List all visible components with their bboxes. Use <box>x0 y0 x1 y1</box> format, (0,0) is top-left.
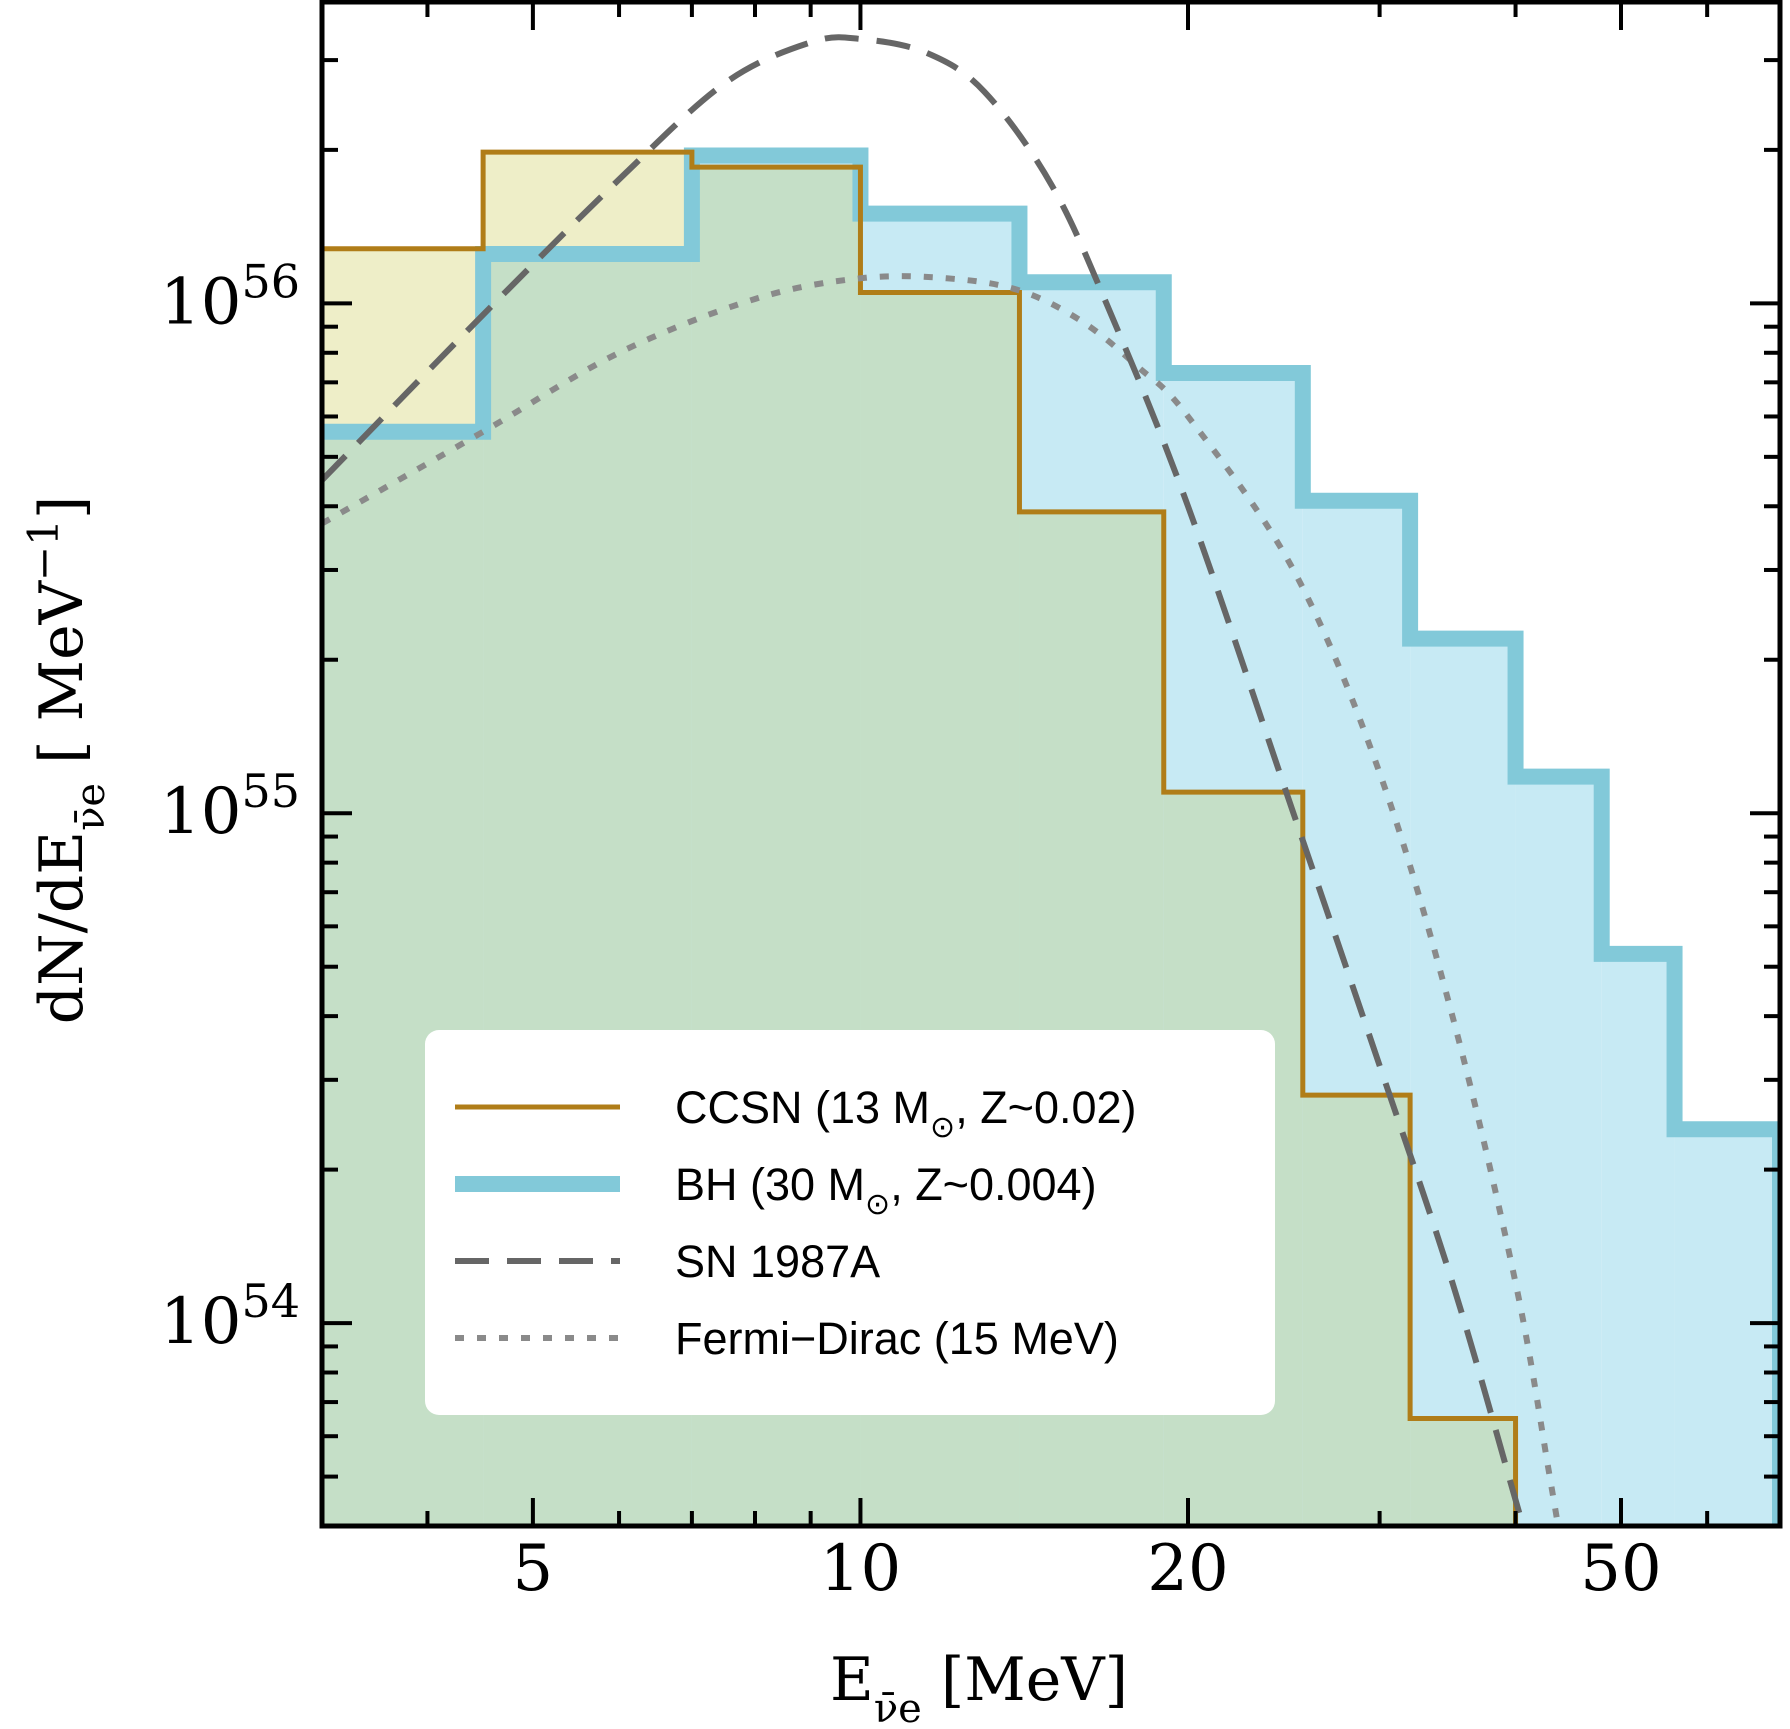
plot-frame <box>319 0 1783 1529</box>
y-axis-title: dN/dEν̄e [ MeV−1] <box>19 496 114 1025</box>
bh-step-line <box>322 147 1780 1526</box>
series-lines-layer <box>322 34 1780 1526</box>
y-tick-label: 1056 <box>160 254 300 339</box>
ccsn-step-line <box>322 149 1605 1526</box>
bh-bar <box>1515 776 1602 1526</box>
axis-tick-labels: 5 10 20 50 1054 1055 1056 <box>160 254 1662 1606</box>
legend-label: BH (30 M⊙, Z~0.004) <box>675 1159 1097 1221</box>
legend-label: SN 1987A <box>675 1236 880 1287</box>
svg-text:dN/dEν̄e [ MeV−1]: dN/dEν̄e [ MeV−1] <box>19 496 114 1025</box>
bh-bar <box>1410 638 1516 1526</box>
overlap-bar <box>1302 1095 1411 1526</box>
x-tick-label: 50 <box>1580 1532 1661 1606</box>
x-tick-label: 5 <box>513 1532 554 1606</box>
legend-box <box>425 1030 1275 1415</box>
x-tick-label: 10 <box>820 1532 901 1606</box>
legend-label: Fermi−Dirac (15 MeV) <box>675 1313 1119 1364</box>
sn1987a-curve <box>322 34 1527 1526</box>
x-axis-title: Eν̄e [MeV] <box>830 1645 1128 1729</box>
x-tick-label: 20 <box>1147 1532 1228 1606</box>
legend: CCSN (13 M⊙, Z~0.02) BH (30 M⊙, Z~0.004) S… <box>425 1030 1275 1415</box>
y-tick-label: 1054 <box>160 1274 300 1359</box>
svg-text:Eν̄e [MeV]: Eν̄e [MeV] <box>830 1645 1128 1729</box>
bh-bar <box>1601 953 1675 1526</box>
axis-ticks <box>322 2 1780 1526</box>
legend-label: CCSN (13 M⊙, Z~0.02) <box>675 1082 1137 1144</box>
bh-bar <box>1674 1129 1780 1526</box>
y-tick-label: 1055 <box>160 764 300 849</box>
